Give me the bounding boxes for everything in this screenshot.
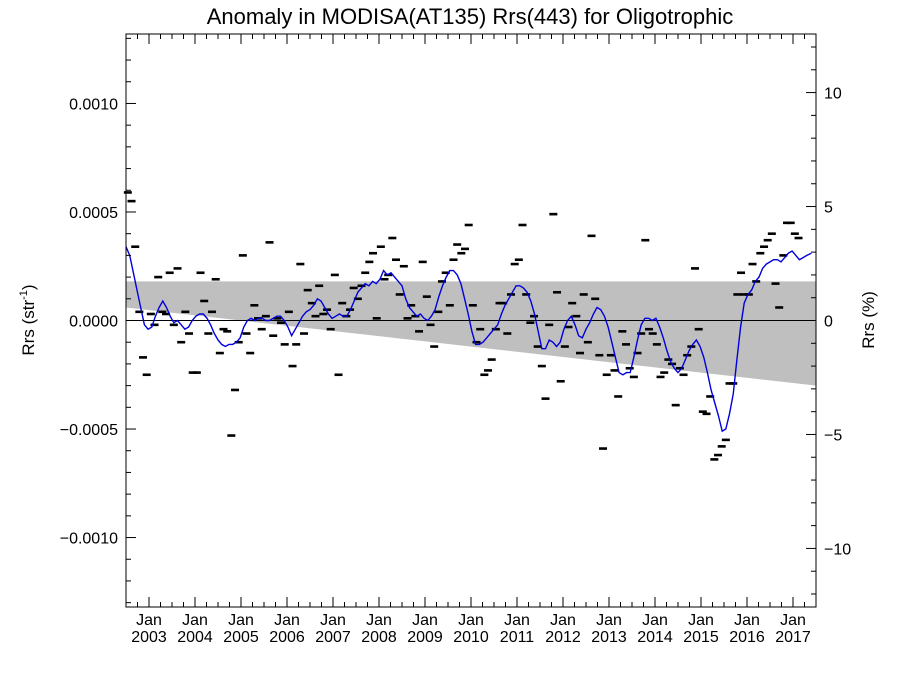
x-tick-year-label: 2016 bbox=[729, 629, 765, 646]
x-tick-year-label: 2008 bbox=[361, 629, 397, 646]
x-tick-month-label: Jan bbox=[366, 612, 392, 629]
x-tick-year-label: 2003 bbox=[131, 629, 167, 646]
x-tick-year-label: 2007 bbox=[315, 629, 351, 646]
x-tick-year-label: 2013 bbox=[591, 629, 627, 646]
x-tick-month-label: Jan bbox=[228, 612, 254, 629]
y-tick-label: 0.0005 bbox=[69, 205, 118, 222]
x-tick-month-label: Jan bbox=[136, 612, 162, 629]
chart-title: Anomaly in MODISA(AT135) Rrs(443) for Ol… bbox=[207, 4, 734, 29]
x-tick-year-label: 2015 bbox=[683, 629, 719, 646]
x-tick-month-label: Jan bbox=[780, 612, 806, 629]
x-tick-year-label: 2017 bbox=[775, 629, 811, 646]
y2-tick-label: −10 bbox=[824, 541, 851, 558]
x-tick-year-label: 2009 bbox=[407, 629, 443, 646]
uncertainty-band bbox=[126, 281, 816, 386]
y-tick-label: 0.0000 bbox=[69, 314, 118, 331]
x-tick-month-label: Jan bbox=[688, 612, 714, 629]
x-tick-year-label: 2012 bbox=[545, 629, 581, 646]
x-tick-month-label: Jan bbox=[274, 612, 300, 629]
x-tick-year-label: 2006 bbox=[269, 629, 305, 646]
x-tick-year-label: 2010 bbox=[453, 629, 489, 646]
y-axis-label-superscript: -1 bbox=[18, 290, 30, 300]
x-tick-month-label: Jan bbox=[320, 612, 346, 629]
x-tick-year-label: 2014 bbox=[637, 629, 673, 646]
x-tick-month-label: Jan bbox=[412, 612, 438, 629]
x-tick-month-label: Jan bbox=[642, 612, 668, 629]
x-tick-month-label: Jan bbox=[458, 612, 484, 629]
x-tick-month-label: Jan bbox=[182, 612, 208, 629]
y-axis-label-text: Rrs (str bbox=[19, 300, 38, 356]
y-tick-label: 0.0010 bbox=[69, 96, 118, 113]
x-tick-year-label: 2004 bbox=[177, 629, 213, 646]
x-tick-year-label: 2011 bbox=[500, 629, 535, 646]
plot-area bbox=[123, 191, 816, 461]
y2-axis-label: Rrs (%) bbox=[859, 291, 878, 349]
y-axis-label-close: ) bbox=[19, 284, 38, 290]
y2-tick-label: 0 bbox=[824, 314, 833, 331]
y-tick-label: −0.0010 bbox=[60, 531, 118, 548]
y2-tick-label: −5 bbox=[824, 427, 842, 444]
x-tick-month-label: Jan bbox=[504, 612, 530, 629]
y2-tick-label: 10 bbox=[824, 86, 842, 103]
axes: 0.0010 0.0005 0.0000 −0.0005 −0.0010 10 5 0 −5 −1… bbox=[60, 33, 851, 646]
smoothed-anomaly-line bbox=[125, 246, 812, 433]
y2-tick-label: 5 bbox=[824, 200, 833, 217]
x-tick-month-label: Jan bbox=[734, 612, 760, 629]
y-tick-label: −0.0005 bbox=[60, 422, 118, 439]
x-tick-year-label: 2005 bbox=[223, 629, 259, 646]
y-axis-label: Rrs (str-1) bbox=[18, 284, 38, 355]
x-tick-month-label: Jan bbox=[596, 612, 622, 629]
x-tick-month-label: Jan bbox=[550, 612, 576, 629]
